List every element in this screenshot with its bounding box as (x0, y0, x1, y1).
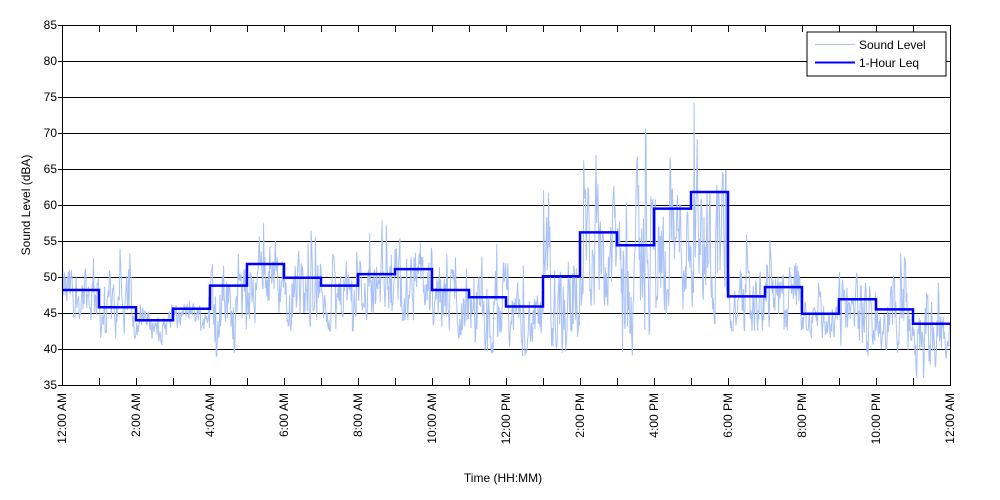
y-tick-label: 55 (44, 234, 58, 248)
x-tick-label: 6:00 AM (277, 393, 291, 437)
y-tick-label: 45 (44, 306, 58, 320)
x-tick-label: 12:00 PM (499, 393, 513, 444)
legend-box (806, 31, 947, 77)
y-tick-label: 70 (44, 126, 58, 140)
x-tick-label: 8:00 PM (795, 393, 809, 438)
y-axis-title: Sound Level (dBA) (19, 155, 33, 256)
y-tick-label: 60 (44, 198, 58, 212)
leq-line (62, 190, 950, 326)
y-tick-label: 75 (44, 90, 58, 104)
sound-level-line (61, 102, 950, 378)
y-tick-label: 40 (44, 342, 58, 356)
sound-level-series (61, 102, 950, 378)
x-tick-label: 6:00 PM (721, 393, 735, 438)
leq-step-series (62, 190, 950, 326)
x-axis-title: Time (HH:MM) (464, 471, 542, 485)
x-tick-label: 2:00 PM (573, 393, 587, 438)
y-tick-label: 65 (44, 162, 58, 176)
x-tick-label: 2:00 AM (129, 393, 143, 437)
y-tick-label: 85 (44, 18, 58, 32)
x-tick-label: 4:00 AM (203, 393, 217, 437)
legend: Sound Level 1-Hour Leq (806, 31, 947, 77)
y-tick-label: 35 (44, 378, 58, 392)
legend-label-sound-level: Sound Level (859, 38, 926, 52)
y-tick-label: 80 (44, 54, 58, 68)
x-tick-label: 12:00 AM (943, 393, 957, 444)
legend-label-leq: 1-Hour Leq (859, 56, 919, 70)
x-tick-label: 4:00 PM (647, 393, 661, 438)
x-axis-ticks: 12:00 AM 2:00 AM 4:00 AM 6:00 AM 8:00 AM 10:0… (55, 25, 957, 444)
x-tick-label: 10:00 PM (869, 393, 883, 444)
x-tick-label: 8:00 AM (351, 393, 365, 437)
y-tick-label: 50 (44, 270, 58, 284)
x-tick-label: 10:00 AM (425, 393, 439, 444)
y-axis-ticks: 35 40 45 50 55 60 65 70 75 80 85 (44, 18, 62, 392)
x-tick-label: 12:00 AM (55, 393, 69, 444)
